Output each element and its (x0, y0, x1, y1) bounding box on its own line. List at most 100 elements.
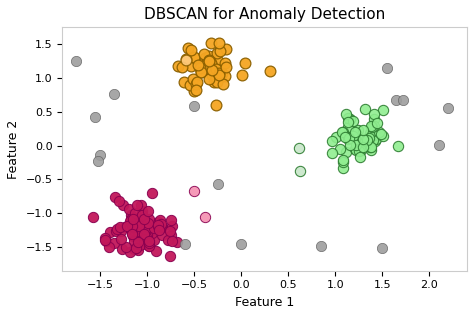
Point (112, 229, 119, 234)
Point (366, 144, 374, 149)
Point (191, 55, 199, 60)
Point (379, 133, 387, 138)
Point (222, 64, 229, 69)
Point (192, 88, 200, 93)
Point (186, 83, 194, 88)
Point (370, 132, 378, 137)
Point (379, 245, 386, 250)
Point (328, 138, 336, 143)
Point (145, 221, 152, 226)
Point (101, 238, 109, 243)
Point (351, 136, 358, 141)
Point (215, 70, 222, 76)
Point (345, 116, 352, 121)
Point (136, 215, 144, 220)
Title: DBSCAN for Anomaly Detection: DBSCAN for Anomaly Detection (144, 7, 385, 22)
Point (174, 63, 182, 68)
Point (143, 232, 151, 237)
Point (201, 56, 209, 61)
Point (197, 65, 204, 70)
Point (346, 116, 353, 121)
Point (173, 240, 181, 245)
Point (154, 222, 162, 227)
Point (142, 227, 149, 232)
Point (208, 73, 215, 78)
Point (372, 137, 380, 142)
Point (205, 58, 213, 63)
Point (134, 233, 142, 238)
Point (207, 61, 215, 66)
Point (166, 254, 173, 259)
Point (222, 46, 230, 52)
Point (168, 224, 176, 229)
Point (94, 158, 102, 163)
Point (360, 144, 367, 149)
Point (150, 225, 157, 230)
X-axis label: Feature 1: Feature 1 (235, 296, 294, 309)
Point (190, 104, 198, 109)
Point (371, 138, 379, 143)
Point (154, 224, 161, 229)
Point (346, 143, 354, 148)
Point (213, 51, 221, 56)
Point (356, 154, 364, 159)
Point (394, 143, 402, 149)
Point (237, 242, 245, 247)
Point (134, 240, 142, 245)
Point (145, 244, 153, 249)
Point (392, 97, 400, 102)
Point (221, 60, 229, 65)
Point (363, 138, 370, 143)
Point (332, 134, 340, 139)
Point (376, 130, 383, 135)
Point (197, 69, 205, 74)
Point (217, 49, 224, 54)
Point (127, 217, 135, 222)
Point (157, 224, 164, 229)
Point (121, 224, 129, 229)
Point (134, 247, 142, 252)
Point (138, 212, 146, 217)
Point (113, 226, 121, 231)
Point (128, 230, 136, 235)
Point (128, 222, 136, 227)
Point (141, 224, 148, 229)
Point (148, 191, 155, 196)
Point (374, 120, 381, 125)
Point (118, 246, 126, 252)
Point (361, 140, 368, 145)
Point (187, 63, 195, 68)
Point (116, 225, 124, 230)
Point (357, 142, 365, 147)
Point (105, 244, 113, 249)
Point (151, 237, 158, 242)
Point (239, 72, 246, 77)
Point (208, 67, 215, 72)
Point (106, 230, 114, 235)
Point (367, 148, 374, 153)
Point (110, 240, 118, 245)
Point (216, 75, 223, 80)
Point (349, 134, 357, 139)
Point (361, 107, 369, 112)
Point (140, 227, 147, 232)
Point (317, 243, 325, 248)
Point (341, 135, 349, 140)
Point (128, 231, 136, 236)
Point (112, 194, 119, 199)
Point (339, 158, 347, 163)
Point (155, 228, 163, 233)
Point (182, 57, 190, 62)
Point (377, 132, 384, 137)
Point (131, 210, 139, 215)
Point (241, 60, 249, 65)
Point (336, 147, 344, 152)
Point (129, 223, 137, 228)
Point (266, 68, 273, 73)
Point (201, 52, 208, 57)
Point (101, 235, 109, 240)
Point (145, 241, 153, 246)
Point (179, 64, 186, 70)
Point (367, 124, 374, 129)
Point (371, 117, 378, 122)
